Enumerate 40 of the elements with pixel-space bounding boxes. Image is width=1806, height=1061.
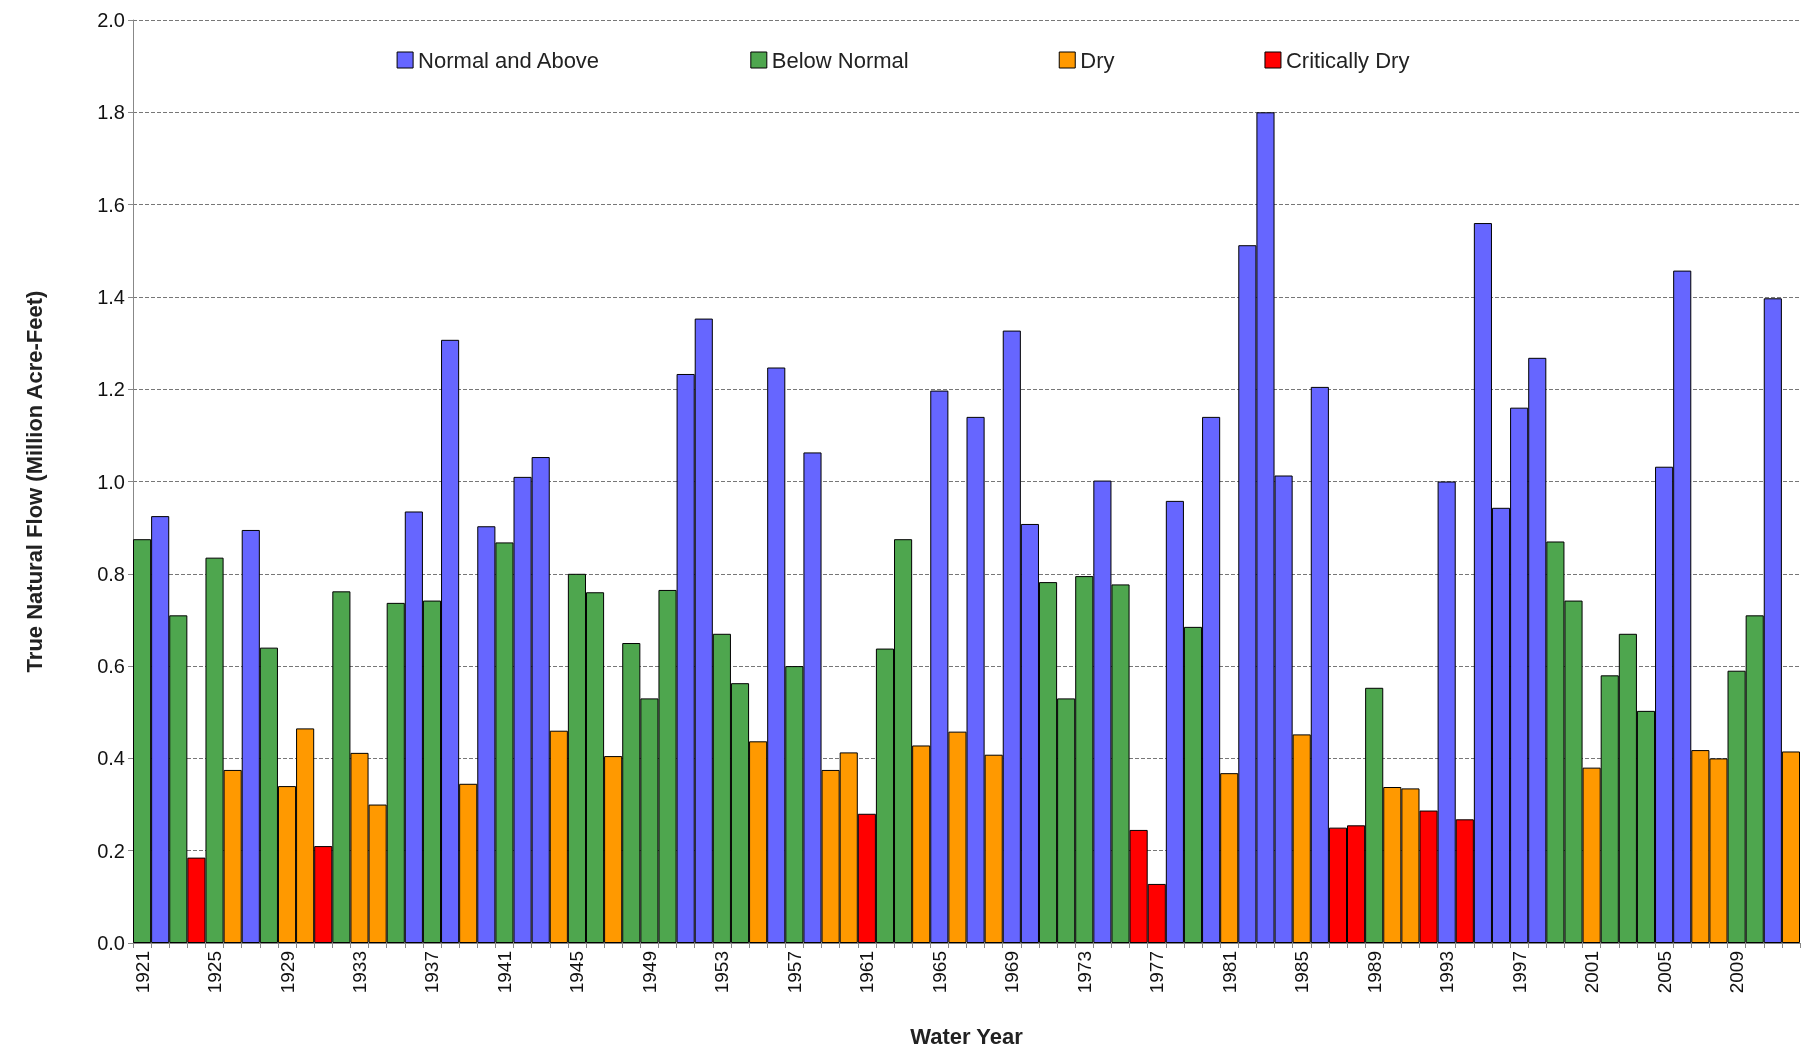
x-tick-label: 1925	[204, 951, 226, 994]
x-tick-label: 2001	[1581, 951, 1603, 994]
y-tick-label: 0.6	[97, 655, 125, 678]
x-tick-label: 1945	[566, 951, 588, 994]
legend-label: Normal and Above	[418, 47, 600, 73]
y-tick-label: 0.2	[97, 839, 125, 862]
x-axis-title: Water Year	[910, 1023, 1024, 1049]
x-tick-label: 1921	[131, 951, 153, 994]
x-tick-label: 1965	[928, 951, 950, 994]
legend-label: Below Normal	[771, 47, 909, 73]
x-tick-label: 2009	[1726, 951, 1748, 994]
x-tick-label: 1973	[1073, 951, 1095, 994]
y-axis-title: True Natural Flow (Million Acre-Feet)	[21, 290, 47, 673]
x-tick-label: 1993	[1436, 951, 1458, 994]
x-tick-label: 1953	[711, 951, 733, 994]
x-tick-label: 1957	[783, 951, 805, 994]
x-tick-label: 1969	[1001, 951, 1023, 994]
x-tick-label: 1977	[1146, 951, 1168, 994]
x-tick-label: 1961	[856, 951, 878, 994]
y-tick-label: 0.4	[97, 747, 125, 770]
y-tick-label: 0.0	[97, 932, 125, 954]
y-tick-label: 2.0	[97, 9, 125, 31]
y-tick-label: 0.8	[97, 562, 125, 585]
x-tick-label: 1985	[1291, 951, 1313, 994]
y-tick-label: 1.4	[97, 285, 125, 308]
x-tick-label: 2005	[1653, 951, 1675, 994]
y-tick-label: 1.2	[97, 378, 125, 401]
x-tick-label: 1981	[1218, 951, 1240, 994]
x-tick-label: 1941	[493, 951, 515, 994]
x-tick-label: 1997	[1508, 951, 1530, 994]
legend-label: Critically Dry	[1285, 47, 1410, 73]
x-tick-label: 1949	[638, 951, 660, 994]
legend-label: Dry	[1080, 47, 1115, 73]
y-tick-label: 1.8	[97, 101, 125, 124]
y-tick-label: 1.6	[97, 193, 125, 216]
x-tick-label: 1989	[1363, 951, 1385, 994]
x-tick-label: 1933	[348, 951, 370, 994]
x-tick-label: 1937	[421, 951, 443, 994]
y-tick-label: 1.0	[97, 470, 125, 493]
x-tick-label: 1929	[276, 951, 298, 994]
